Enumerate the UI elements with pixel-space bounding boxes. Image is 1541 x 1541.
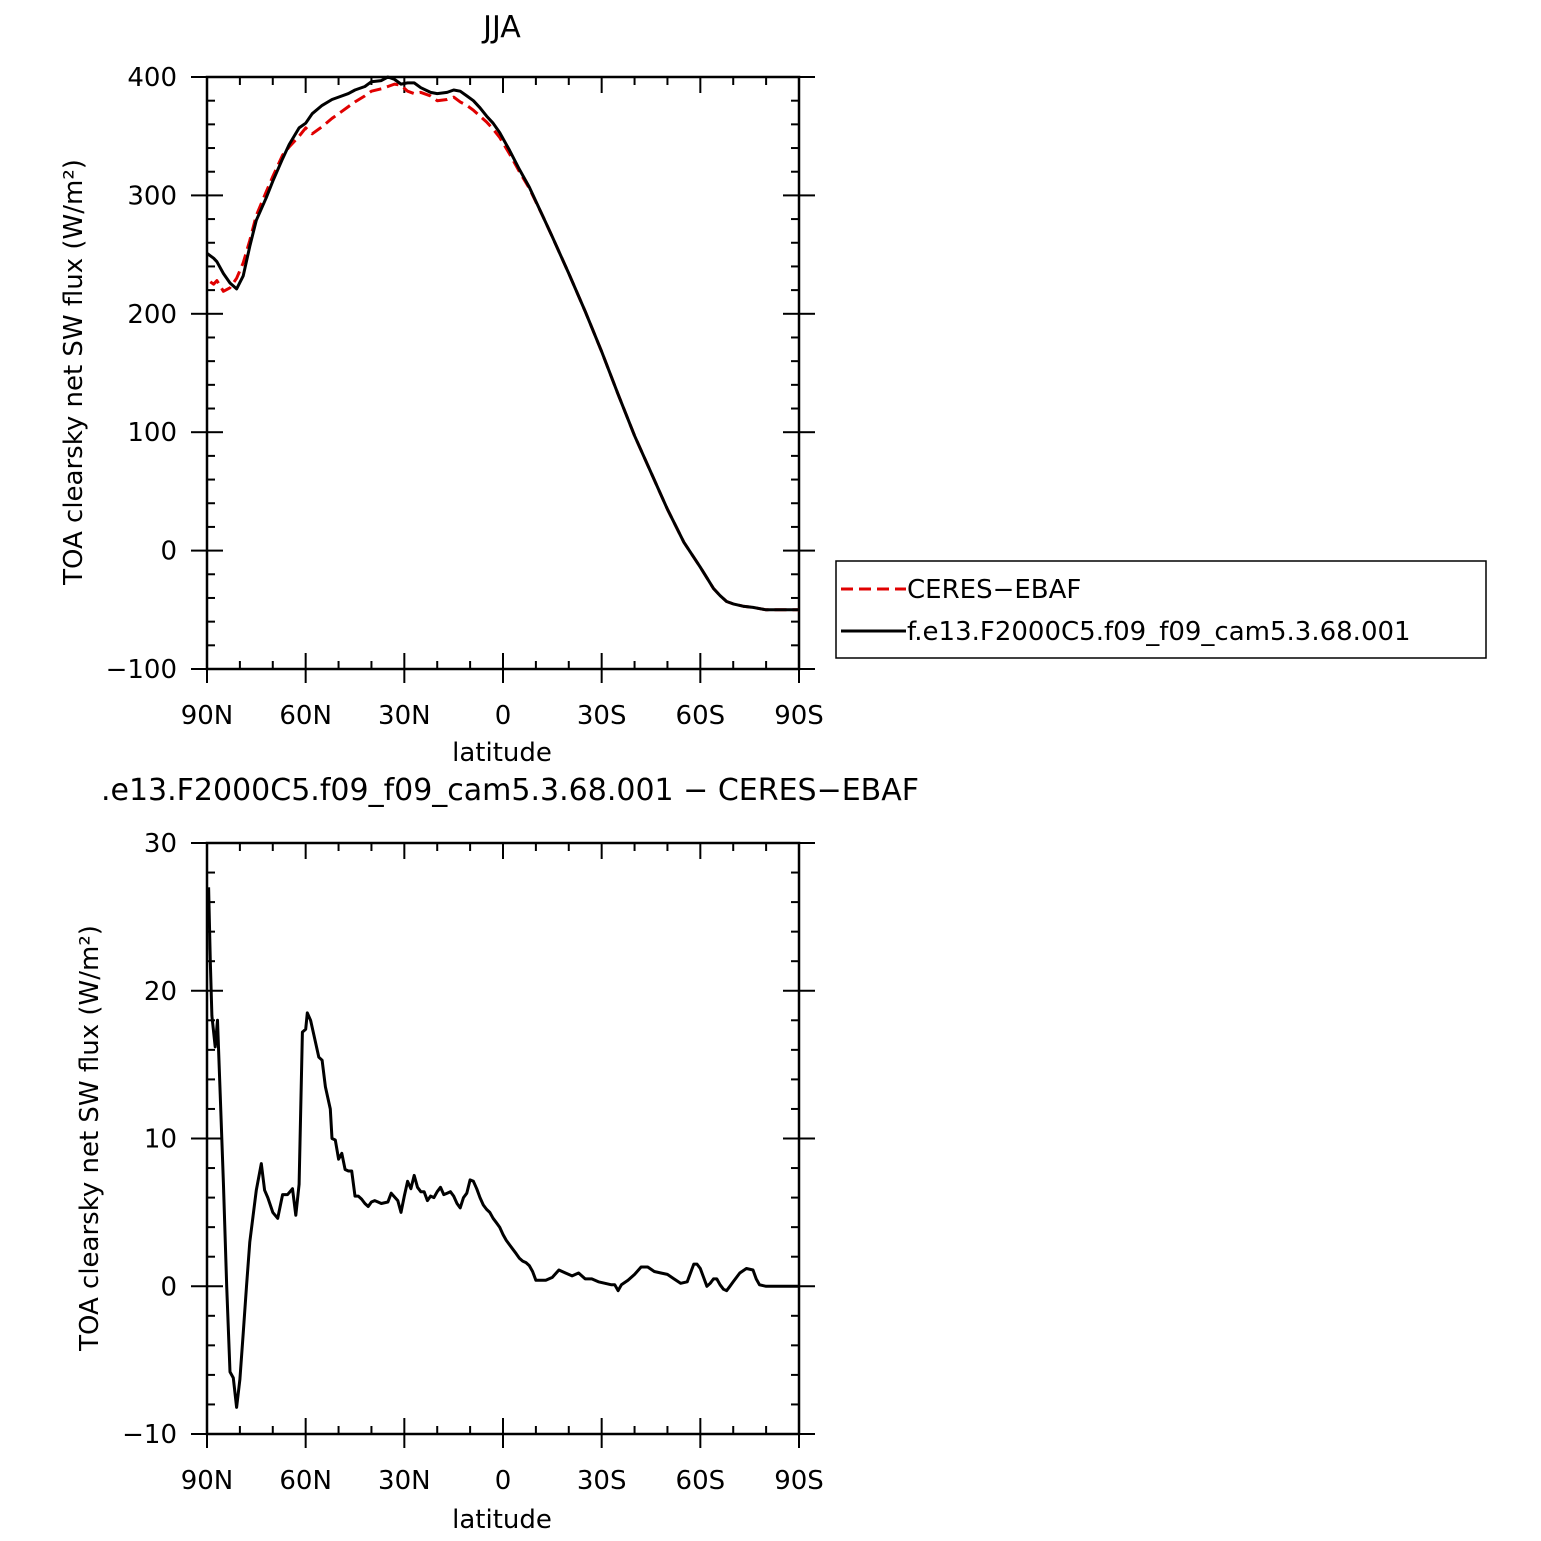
legend-label-model: f.e13.F2000C5.f09_f09_cam5.3.68.001 bbox=[907, 617, 1411, 647]
bottom-chart-title: .e13.F2000C5.f09_f09_cam5.3.68.001 − CER… bbox=[101, 773, 919, 808]
top-series-line-ceres bbox=[209, 82, 799, 612]
bottom-y-tick-label: 10 bbox=[144, 1125, 177, 1155]
bottom-x-tick-label: 0 bbox=[495, 1466, 512, 1496]
bottom-plot-frame bbox=[205, 841, 801, 1436]
bottom-y-tick-label: 20 bbox=[144, 977, 177, 1007]
bottom-series-line-model bbox=[207, 887, 799, 1409]
bottom-panel: .e13.F2000C5.f09_f09_cam5.3.68.001 − CER… bbox=[75, 773, 919, 1535]
top-x-tick-label: 60S bbox=[676, 701, 726, 731]
top-panel: JJA TOA clearsky net SW flux (W/m²) lati… bbox=[59, 10, 824, 768]
svg-text:TOA clearsky net SW flux (W/m²: TOA clearsky net SW flux (W/m²) bbox=[75, 925, 105, 1352]
legend: CERES−EBAF f.e13.F2000C5.f09_f09_cam5.3.… bbox=[835, 560, 1487, 659]
top-plot-frame bbox=[205, 75, 801, 671]
top-x-tick-label: 0 bbox=[495, 701, 512, 731]
legend-label-ceres: CERES−EBAF bbox=[907, 575, 1081, 605]
bottom-x-axis-label: latitude bbox=[452, 1505, 552, 1535]
top-x-tick-label: 30N bbox=[378, 701, 431, 731]
bottom-x-tick-label: 90S bbox=[774, 1466, 824, 1496]
top-y-tick-label: −100 bbox=[106, 655, 177, 685]
bottom-y-tick-label: 0 bbox=[160, 1272, 177, 1302]
bottom-x-tick-label: 30N bbox=[378, 1466, 431, 1496]
bottom-y-tick-label: −10 bbox=[122, 1420, 177, 1450]
top-x-axis-label: latitude bbox=[452, 738, 552, 768]
top-chart-title: JJA bbox=[481, 10, 521, 45]
top-y-axis-label: TOA clearsky net SW flux (W/m²) bbox=[59, 159, 89, 586]
bottom-x-tick-label: 90N bbox=[181, 1466, 234, 1496]
top-x-tick-label: 30S bbox=[577, 701, 627, 731]
svg-text:TOA clearsky net SW flux (W/m²: TOA clearsky net SW flux (W/m²) bbox=[59, 159, 89, 586]
top-x-tick-label: 90N bbox=[181, 701, 234, 731]
top-series-line-model bbox=[207, 75, 799, 612]
bottom-x-tick-label: 60S bbox=[676, 1466, 726, 1496]
bottom-y-tick-label: 30 bbox=[144, 829, 177, 859]
top-y-tick-label: 300 bbox=[127, 181, 177, 211]
top-x-tick-label: 90S bbox=[774, 701, 824, 731]
bottom-x-tick-label: 60N bbox=[279, 1466, 332, 1496]
top-x-tick-label: 60N bbox=[279, 701, 332, 731]
top-y-tick-label: 100 bbox=[127, 418, 177, 448]
top-y-tick-label: 200 bbox=[127, 300, 177, 330]
bottom-x-tick-label: 30S bbox=[577, 1466, 627, 1496]
bottom-y-axis-label: TOA clearsky net SW flux (W/m²) bbox=[75, 925, 105, 1352]
top-y-tick-label: 400 bbox=[127, 63, 177, 93]
legend-box bbox=[835, 560, 1487, 659]
top-y-tick-label: 0 bbox=[160, 537, 177, 567]
